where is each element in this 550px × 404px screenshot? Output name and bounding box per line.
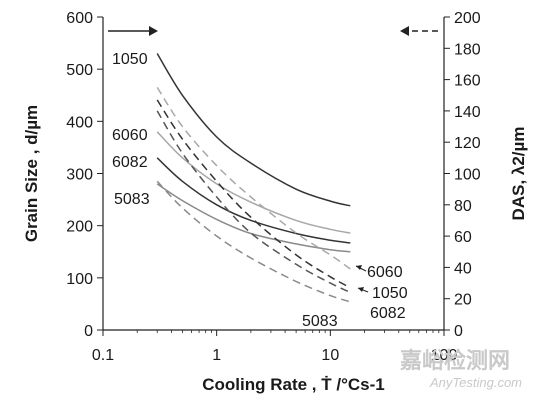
axis-indicator-arrows: [108, 26, 438, 36]
left-tick-label: 600: [66, 10, 93, 27]
series-line-left-5083: [156, 183, 351, 253]
right-tick-label: 200: [454, 10, 481, 27]
curve-label-left: 6060: [112, 127, 148, 144]
right-tick-label: 40: [454, 260, 472, 277]
right-tick-label: 60: [454, 229, 472, 246]
left-tick-label: 400: [66, 114, 93, 131]
right-tick-label: 180: [454, 41, 481, 58]
curve-label-right: 1050: [372, 285, 408, 302]
left-axis-title: Grain Size , d/µm: [22, 105, 41, 242]
watermark-subtext: AnyTesting.com: [429, 375, 522, 390]
x-tick-label: 100: [431, 347, 458, 364]
x-axis-title: Cooling Rate , Ṫ /°Cs-1: [202, 375, 384, 394]
series-line-right-1050: [156, 99, 351, 289]
right-axis-arrow-head: [400, 26, 409, 36]
right-tick-label: 20: [454, 292, 472, 309]
series-line-right-6060: [156, 86, 351, 270]
left-tick-label: 0: [84, 323, 93, 340]
x-tick-label: 1: [212, 347, 221, 364]
watermark-text: 嘉峪检测网: [400, 348, 510, 374]
right-axis-title: DAS, λ2/µm: [509, 127, 528, 221]
series-line-right-5083: [156, 180, 351, 303]
curve-label-right: 6082: [370, 305, 406, 322]
label-leader-arrowhead: [358, 287, 364, 292]
right-tick-label: 120: [454, 135, 481, 152]
x-tick-label: 10: [321, 347, 339, 364]
curve-label-right: 5083: [302, 313, 338, 330]
right-tick-label: 160: [454, 73, 481, 90]
left-axis-arrow-head: [149, 26, 158, 36]
series-line-left-1050: [156, 53, 351, 207]
label-leader-arrowhead: [356, 265, 362, 270]
series-labels: 1050 6060 6082 5083 6060 1050 6082 5083: [112, 51, 408, 330]
left-tick-label: 100: [66, 271, 93, 288]
right-tick-label: 80: [454, 198, 472, 215]
series-group: [156, 53, 351, 303]
x-tick-label: 0.1: [92, 347, 114, 364]
left-tick-label: 500: [66, 62, 93, 79]
watermark: 嘉峪检测网 AnyTesting.com: [400, 348, 522, 390]
axes: 0100200300400500600020406080100120140160…: [22, 10, 528, 394]
series-line-left-6060: [156, 131, 351, 234]
curve-label-left: 5083: [114, 191, 150, 208]
left-tick-label: 300: [66, 167, 93, 184]
curve-label-left: 6082: [112, 154, 148, 171]
series-line-right-6082: [156, 110, 351, 294]
right-tick-label: 140: [454, 104, 481, 121]
right-tick-label: 100: [454, 167, 481, 184]
left-tick-label: 200: [66, 219, 93, 236]
series-line-left-6082: [156, 157, 351, 244]
right-tick-label: 0: [454, 323, 463, 340]
curve-label-right: 6060: [367, 264, 403, 281]
curve-label-left: 1050: [112, 51, 148, 68]
